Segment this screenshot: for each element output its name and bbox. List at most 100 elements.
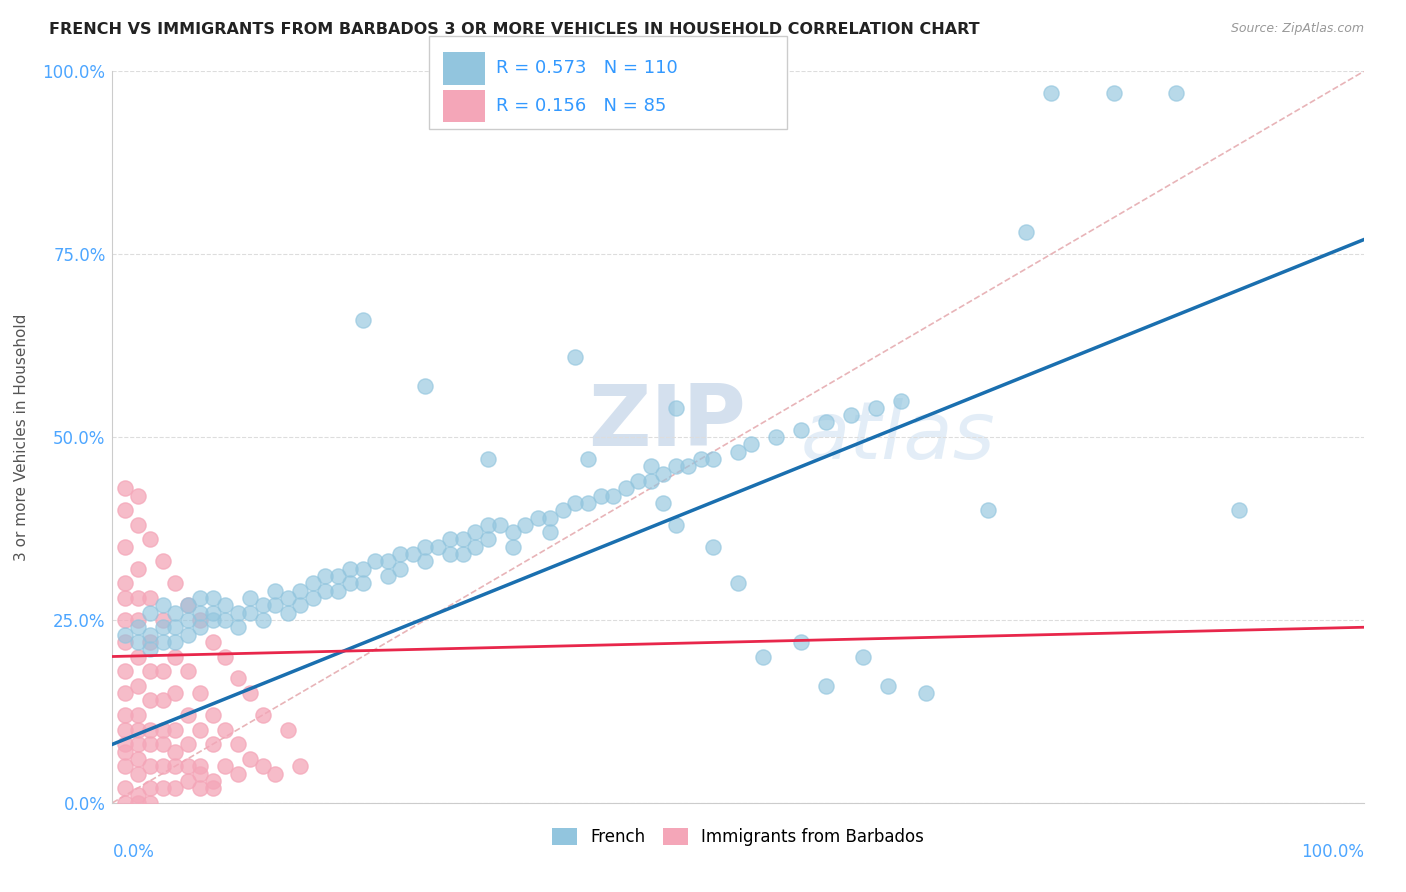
- Point: [139, 781, 162, 796]
- Point: [239, 606, 262, 620]
- Point: [339, 562, 361, 576]
- Point: [551, 503, 574, 517]
- Point: [377, 569, 399, 583]
- Point: [226, 606, 249, 620]
- Point: [176, 599, 198, 613]
- Point: [277, 723, 299, 737]
- Point: [152, 737, 174, 751]
- Point: [176, 664, 198, 678]
- Point: [489, 517, 512, 532]
- Point: [114, 796, 136, 810]
- Point: [576, 496, 599, 510]
- Point: [127, 789, 149, 803]
- Point: [152, 554, 174, 568]
- Point: [163, 576, 186, 591]
- Text: atlas: atlas: [801, 398, 995, 476]
- Point: [439, 533, 461, 547]
- Point: [114, 613, 136, 627]
- Point: [201, 781, 224, 796]
- Point: [252, 599, 274, 613]
- Text: Source: ZipAtlas.com: Source: ZipAtlas.com: [1230, 22, 1364, 36]
- Point: [477, 517, 499, 532]
- Point: [226, 766, 249, 780]
- Point: [152, 599, 174, 613]
- Point: [127, 489, 149, 503]
- Point: [139, 642, 162, 657]
- Point: [127, 620, 149, 634]
- Point: [114, 664, 136, 678]
- Point: [201, 773, 224, 788]
- Point: [1102, 87, 1125, 101]
- Point: [977, 503, 1000, 517]
- Point: [439, 547, 461, 561]
- Point: [676, 459, 699, 474]
- Point: [139, 723, 162, 737]
- Point: [201, 613, 224, 627]
- Point: [264, 583, 287, 598]
- Point: [226, 620, 249, 634]
- Point: [188, 686, 211, 700]
- Point: [152, 759, 174, 773]
- Point: [451, 533, 474, 547]
- Point: [464, 525, 486, 540]
- Point: [163, 606, 186, 620]
- Point: [114, 759, 136, 773]
- Point: [451, 547, 474, 561]
- Point: [239, 752, 262, 766]
- Point: [201, 606, 224, 620]
- Point: [163, 759, 186, 773]
- Point: [176, 599, 198, 613]
- Point: [127, 723, 149, 737]
- Point: [176, 737, 198, 751]
- Point: [176, 708, 198, 723]
- Point: [114, 627, 136, 641]
- Point: [502, 540, 524, 554]
- Point: [139, 693, 162, 707]
- Point: [214, 599, 236, 613]
- Point: [301, 576, 323, 591]
- Point: [188, 613, 211, 627]
- Text: 100.0%: 100.0%: [1301, 843, 1364, 861]
- Point: [139, 737, 162, 751]
- Point: [389, 562, 412, 576]
- Point: [127, 649, 149, 664]
- Point: [201, 635, 224, 649]
- Point: [527, 510, 550, 524]
- Point: [114, 686, 136, 700]
- Point: [152, 635, 174, 649]
- Point: [114, 737, 136, 751]
- Point: [314, 583, 336, 598]
- Point: [114, 576, 136, 591]
- Point: [664, 517, 686, 532]
- Point: [176, 759, 198, 773]
- Point: [114, 723, 136, 737]
- Point: [188, 766, 211, 780]
- Point: [163, 745, 186, 759]
- Point: [538, 510, 561, 524]
- Point: [290, 759, 312, 773]
- Point: [114, 781, 136, 796]
- Point: [114, 708, 136, 723]
- Point: [326, 583, 349, 598]
- Point: [564, 496, 586, 510]
- Point: [614, 481, 637, 495]
- Point: [201, 591, 224, 605]
- Point: [301, 591, 323, 605]
- Point: [1015, 225, 1038, 239]
- Point: [214, 649, 236, 664]
- Text: FRENCH VS IMMIGRANTS FROM BARBADOS 3 OR MORE VEHICLES IN HOUSEHOLD CORRELATION C: FRENCH VS IMMIGRANTS FROM BARBADOS 3 OR …: [49, 22, 980, 37]
- Point: [538, 525, 561, 540]
- Point: [127, 737, 149, 751]
- Point: [127, 796, 149, 810]
- Point: [152, 693, 174, 707]
- Point: [664, 459, 686, 474]
- Point: [326, 569, 349, 583]
- Point: [139, 627, 162, 641]
- Point: [201, 708, 224, 723]
- Point: [127, 562, 149, 576]
- Point: [464, 540, 486, 554]
- Point: [502, 525, 524, 540]
- Point: [364, 554, 387, 568]
- Point: [1039, 87, 1063, 101]
- Point: [740, 437, 762, 451]
